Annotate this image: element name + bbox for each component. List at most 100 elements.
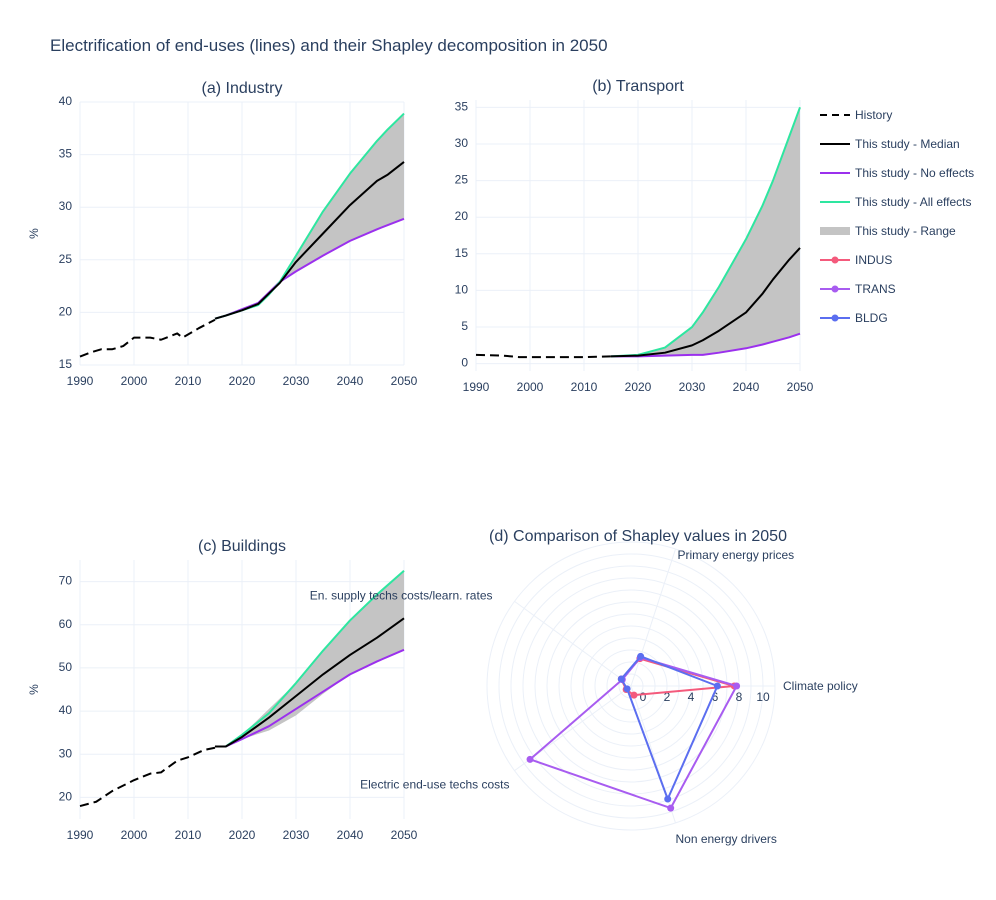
x-tick-label: 2000	[121, 374, 148, 388]
y-tick-label: 35	[455, 99, 469, 113]
panel-industry: 1990 2000 2010 2020 2030 2040 2050 15 20 25 30 35 40…	[27, 80, 418, 388]
x-tick-label: 1990	[463, 380, 490, 394]
radial-tick-label: 4	[688, 690, 695, 704]
legend-label: This study - No effects	[855, 166, 974, 180]
radar-point-bldg	[713, 682, 721, 690]
radial-tick-label: 0	[640, 690, 647, 704]
legend-item-all_effects: This study - All effects	[820, 195, 972, 209]
legend-item-indus: INDUS	[820, 253, 892, 267]
history-line	[79, 318, 216, 358]
y-tick-label: 20	[59, 789, 73, 803]
x-tick-label: 2030	[679, 380, 706, 394]
y-tick-label: 30	[59, 746, 73, 760]
y-tick-label: 35	[59, 147, 73, 161]
median-line	[215, 617, 405, 748]
panel-transport: 1990 2000 2010 2020 2030 2040 2050 0 5 10 15 20 25 30…	[455, 78, 814, 394]
y-tick-label: 30	[59, 199, 73, 213]
y-axis-label: %	[27, 684, 41, 695]
panel-title: (d) Comparison of Shapley values in 2050	[489, 528, 787, 545]
y-tick-label: 5	[461, 319, 468, 333]
panel-title: (b) Transport	[592, 78, 684, 95]
x-tick-label: 1990	[67, 828, 94, 842]
panel-buildings: 1990 2000 2010 2020 2030 2040 2050203040506070…	[27, 538, 418, 842]
y-tick-label: 0	[461, 356, 468, 370]
y-tick-label: 40	[59, 703, 73, 717]
x-tick-label: 2030	[283, 828, 310, 842]
x-tick-label: 1990	[67, 374, 94, 388]
x-tick-label: 2030	[283, 374, 310, 388]
median-line	[214, 161, 405, 320]
radar-point-bldg	[664, 795, 672, 803]
figure-title: Electrification of end-uses (lines) and …	[50, 36, 608, 55]
y-tick-label: 15	[455, 246, 469, 260]
x-tick-label: 2050	[391, 828, 418, 842]
panel-shapley-radar: Climate policy Primary energy prices En. s…	[310, 528, 858, 846]
x-tick-label: 2040	[337, 374, 364, 388]
legend-swatch	[820, 227, 850, 235]
range-band	[611, 107, 800, 357]
median-line	[610, 247, 801, 358]
legend-item-trans: TRANS	[820, 282, 896, 296]
radar-point-bldg	[637, 652, 645, 660]
y-tick-label: 15	[59, 357, 73, 371]
legend: History This study - Median This study - N…	[820, 108, 974, 325]
angular-axis-line	[630, 548, 676, 687]
legend-item-history: History	[820, 108, 892, 122]
legend-item-no_effects: This study - No effects	[820, 166, 974, 180]
panel-title: (a) Industry	[202, 80, 283, 97]
y-tick-label: 30	[455, 136, 469, 150]
x-tick-label: 2020	[625, 380, 652, 394]
radial-tick-label: 10	[756, 690, 770, 704]
angular-axis-line	[514, 600, 632, 687]
angular-axis-label: Non energy drivers	[675, 832, 776, 846]
x-tick-label: 2010	[175, 374, 202, 388]
legend-label: This study - Range	[855, 224, 956, 238]
legend-marker	[831, 314, 839, 322]
legend-label: This study - All effects	[855, 195, 972, 209]
radar-point-bldg	[623, 685, 631, 693]
y-tick-label: 70	[59, 574, 73, 588]
legend-label: TRANS	[855, 282, 896, 296]
x-tick-label: 2050	[787, 380, 814, 394]
angular-axis-label: Electric end-use techs costs	[360, 778, 509, 792]
panel-title: (c) Buildings	[198, 538, 286, 555]
y-tick-label: 50	[59, 660, 73, 674]
legend-label: BLDG	[855, 311, 888, 325]
history-line	[79, 746, 216, 808]
radar-series-bldg	[620, 655, 719, 800]
angular-axis-label: Climate policy	[783, 679, 858, 693]
radar-point-trans	[733, 682, 741, 690]
legend-label: INDUS	[855, 253, 892, 267]
y-tick-label: 10	[455, 282, 469, 296]
x-tick-label: 2050	[391, 374, 418, 388]
x-tick-label: 2000	[517, 380, 544, 394]
legend-label: This study - Median	[855, 137, 960, 151]
legend-item-range: This study - Range	[820, 224, 956, 238]
radar-point-bldg	[617, 675, 625, 683]
history-line	[475, 353, 612, 359]
radar-point-indus	[630, 691, 638, 699]
x-tick-label: 2020	[229, 828, 256, 842]
radar-point-trans	[667, 804, 675, 812]
x-tick-label: 2020	[229, 374, 256, 388]
y-tick-label: 20	[59, 304, 73, 318]
y-tick-label: 25	[455, 173, 469, 187]
range-band	[215, 113, 404, 319]
legend-item-median: This study - Median	[820, 137, 960, 151]
legend-item-bldg: BLDG	[820, 311, 888, 325]
x-tick-label: 2040	[337, 828, 364, 842]
x-tick-label: 2010	[571, 380, 598, 394]
y-tick-label: 25	[59, 252, 73, 266]
y-axis-label: %	[27, 228, 41, 239]
x-tick-label: 2000	[121, 828, 148, 842]
x-tick-label: 2010	[175, 828, 202, 842]
legend-label: History	[855, 108, 892, 122]
radar-point-trans	[526, 755, 534, 763]
radial-tick-label: 6	[712, 690, 719, 704]
legend-marker	[831, 256, 839, 264]
y-tick-label: 40	[59, 94, 73, 108]
legend-marker	[831, 285, 839, 293]
y-tick-label: 60	[59, 617, 73, 631]
x-tick-label: 2040	[733, 380, 760, 394]
